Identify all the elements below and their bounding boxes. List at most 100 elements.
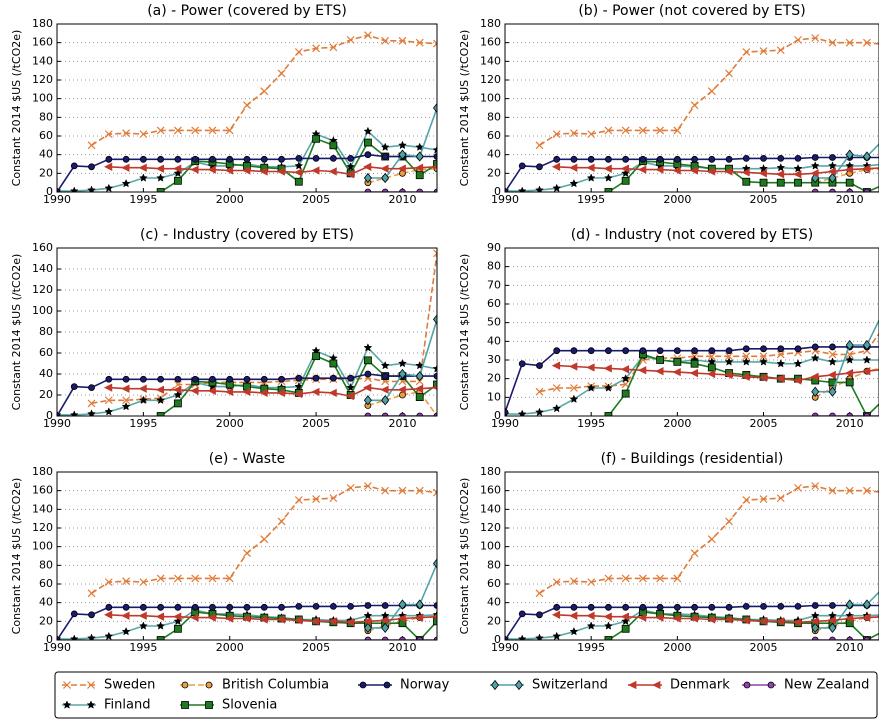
marker [724,615,733,624]
y-tick-label: 30 [487,353,501,366]
y-axis-label: Constant 2014 $US (/tCO2e) [458,478,471,635]
marker [553,347,561,355]
marker [673,357,682,366]
marker [57,188,61,192]
y-tick-label: 20 [39,388,53,401]
marker [793,164,803,173]
marker [260,535,269,544]
marker [810,611,820,620]
y-tick-label: 0 [46,409,53,422]
marker [397,164,406,173]
marker [433,412,437,416]
marker [570,603,578,611]
marker [207,386,216,395]
marker [742,345,750,353]
marker [415,486,424,495]
marker [414,163,424,172]
y-tick-label: 50 [487,316,501,329]
marker [775,374,785,383]
marker [433,636,437,640]
marker [742,603,750,610]
marker [209,155,216,163]
series-line [91,34,437,146]
x-tick-label: 2010 [388,193,416,206]
marker [433,249,437,258]
marker [70,162,78,170]
marker [810,372,819,381]
marker [415,38,424,47]
marker [122,396,131,405]
series-line [607,353,879,416]
marker [863,486,871,495]
marker [226,603,234,611]
marker [205,701,213,709]
x-tick-label: 2005 [302,417,330,430]
marker [639,155,647,163]
marker [398,36,407,45]
marker [620,612,630,621]
marker [295,603,303,610]
marker [776,178,785,187]
marker [69,410,79,416]
marker [536,611,543,619]
marker [294,48,303,56]
y-tick-label: 0 [494,185,501,198]
marker [637,613,647,622]
marker [741,357,751,366]
y-tick-label: 120 [32,73,53,86]
marker [741,616,750,625]
marker [517,634,527,640]
marker [570,347,578,355]
marker [312,495,321,503]
marker [190,165,199,174]
marker [399,188,406,192]
marker [433,39,437,48]
marker [381,172,390,184]
marker [587,603,595,611]
marker [398,599,407,610]
marker [586,383,596,392]
marker [862,151,871,162]
marker [846,412,854,416]
marker [621,374,631,383]
marker [707,363,716,372]
marker [724,357,734,366]
marker [586,363,595,372]
marker [139,155,147,163]
marker [364,602,372,609]
y-tick-label: 160 [480,36,501,49]
marker [514,679,524,691]
y-tick-label: 140 [32,502,53,515]
legend-label: Finland [104,698,150,713]
marker [725,69,733,78]
marker [432,102,437,114]
marker [811,622,820,634]
marker [505,408,509,416]
marker [191,126,200,135]
marker [673,347,681,355]
marker [70,383,78,391]
y-tick-label: 160 [32,484,53,497]
marker [828,38,837,47]
marker [347,374,355,382]
marker [535,141,544,150]
y-tick-label: 60 [39,129,53,142]
marker [432,145,437,154]
marker [433,160,437,168]
marker [569,178,579,188]
marker [103,610,113,619]
marker [690,101,699,110]
marker [759,178,768,187]
marker [181,701,189,709]
marker [672,614,681,623]
marker [621,389,630,398]
marker [381,636,389,640]
y-tick-label: 0 [494,633,501,646]
y-tick-label: 80 [39,558,53,571]
marker [174,399,182,408]
y-tick-label: 60 [39,346,53,359]
marker [828,357,837,366]
marker [105,603,113,611]
plot-area [57,249,437,416]
marker [259,615,268,624]
